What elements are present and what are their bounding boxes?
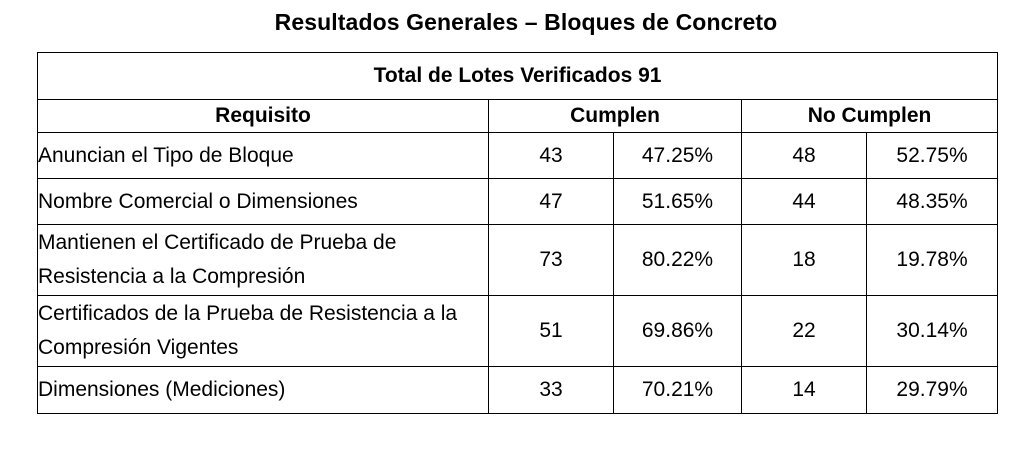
no-cumplen-percent-cell: 52.75% bbox=[865, 132, 999, 179]
no-cumplen-count-cell: 22 bbox=[741, 295, 867, 367]
cumplen-percent-cell: 80.22% bbox=[613, 224, 742, 296]
table-row: Nombre Comercial o Dimensiones 47 51.65%… bbox=[37, 178, 999, 225]
no-cumplen-percent-cell: 19.78% bbox=[865, 224, 999, 296]
requisito-cell: Dimensiones (Mediciones) bbox=[37, 366, 489, 414]
header-cumplen: Cumplen bbox=[488, 99, 742, 133]
cumplen-percent-cell: 47.25% bbox=[613, 132, 742, 179]
total-lots-row: Total de Lotes Verificados 91 bbox=[36, 52, 999, 100]
no-cumplen-percent-cell: 30.14% bbox=[865, 295, 999, 367]
table-row: Anuncian el Tipo de Bloque 43 47.25% 48 … bbox=[37, 132, 999, 179]
document-title: Resultados Generales – Bloques de Concre… bbox=[274, 9, 778, 35]
no-cumplen-count-cell: 18 bbox=[741, 224, 867, 296]
header-requisito: Requisito bbox=[37, 99, 489, 133]
requisito-cell: Nombre Comercial o Dimensiones bbox=[37, 178, 489, 225]
cumplen-count-cell: 47 bbox=[488, 178, 614, 225]
cumplen-count-cell: 73 bbox=[488, 224, 614, 296]
requisito-cell: Anuncian el Tipo de Bloque bbox=[37, 132, 489, 179]
header-row: Requisito Cumplen No Cumplen bbox=[37, 99, 999, 133]
header-no-cumplen: No Cumplen bbox=[740, 99, 999, 133]
results-table: Total de Lotes Verificados 91 Requisito … bbox=[36, 52, 999, 414]
requisito-cell: Mantienen el Certificado de Prueba de Re… bbox=[37, 224, 489, 296]
cumplen-count-cell: 33 bbox=[488, 366, 614, 414]
table-row: Dimensiones (Mediciones) 33 70.21% 14 29… bbox=[37, 366, 999, 414]
cumplen-percent-cell: 70.21% bbox=[613, 366, 742, 414]
no-cumplen-percent-cell: 29.79% bbox=[865, 366, 999, 414]
no-cumplen-count-cell: 44 bbox=[741, 178, 867, 225]
cumplen-percent-cell: 51.65% bbox=[613, 178, 742, 225]
cumplen-count-cell: 43 bbox=[488, 132, 614, 179]
no-cumplen-percent-cell: 48.35% bbox=[865, 178, 999, 225]
table-row: Certificados de la Prueba de Resistencia… bbox=[37, 295, 999, 367]
cumplen-percent-cell: 69.86% bbox=[613, 295, 742, 367]
no-cumplen-count-cell: 14 bbox=[741, 366, 867, 414]
total-lots-label: Total de Lotes Verificados 91 bbox=[36, 52, 999, 100]
cumplen-count-cell: 51 bbox=[488, 295, 614, 367]
requisito-cell: Certificados de la Prueba de Resistencia… bbox=[37, 295, 489, 367]
no-cumplen-count-cell: 48 bbox=[741, 132, 867, 179]
table-row: Mantienen el Certificado de Prueba de Re… bbox=[37, 224, 999, 296]
